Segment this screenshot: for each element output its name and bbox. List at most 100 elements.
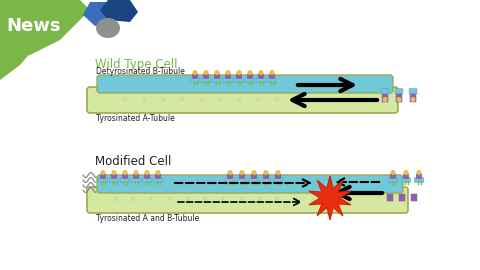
Text: ×: × <box>274 195 280 204</box>
Circle shape <box>145 171 149 174</box>
Text: ×: × <box>346 195 352 204</box>
FancyBboxPatch shape <box>409 89 417 94</box>
FancyBboxPatch shape <box>274 177 283 183</box>
Text: ×: × <box>202 195 208 204</box>
FancyBboxPatch shape <box>132 177 141 183</box>
FancyBboxPatch shape <box>247 74 253 79</box>
FancyBboxPatch shape <box>111 174 117 179</box>
Text: ×: × <box>292 195 298 204</box>
FancyBboxPatch shape <box>227 174 233 179</box>
FancyBboxPatch shape <box>203 74 209 79</box>
FancyBboxPatch shape <box>133 174 139 179</box>
Text: Modified Cell: Modified Cell <box>95 155 171 168</box>
Text: ×: × <box>256 195 262 204</box>
FancyBboxPatch shape <box>87 187 408 213</box>
FancyBboxPatch shape <box>143 177 152 183</box>
Circle shape <box>270 71 274 74</box>
Text: ×: × <box>198 96 204 104</box>
FancyBboxPatch shape <box>256 77 265 83</box>
Text: ×: × <box>166 195 172 204</box>
Text: ×: × <box>328 195 334 204</box>
Text: ×: × <box>217 96 223 104</box>
Circle shape <box>417 171 421 174</box>
FancyBboxPatch shape <box>411 194 417 201</box>
FancyBboxPatch shape <box>410 94 416 98</box>
FancyBboxPatch shape <box>235 77 243 83</box>
Text: ×: × <box>148 195 154 204</box>
Text: ×: × <box>122 96 128 104</box>
FancyBboxPatch shape <box>396 94 402 98</box>
FancyBboxPatch shape <box>120 177 130 183</box>
Text: ×: × <box>238 195 244 204</box>
FancyBboxPatch shape <box>275 174 281 179</box>
Text: Tyrosinated A and B-Tubule: Tyrosinated A and B-Tubule <box>96 214 199 223</box>
FancyBboxPatch shape <box>239 174 245 179</box>
Text: ×: × <box>130 195 136 204</box>
Text: News: News <box>7 17 61 35</box>
Circle shape <box>276 171 280 174</box>
FancyBboxPatch shape <box>224 77 232 83</box>
Circle shape <box>193 71 197 74</box>
FancyBboxPatch shape <box>109 177 119 183</box>
FancyBboxPatch shape <box>97 175 403 193</box>
Circle shape <box>404 171 408 174</box>
Text: Wild Type Cell: Wild Type Cell <box>95 58 178 71</box>
FancyBboxPatch shape <box>251 174 257 179</box>
Polygon shape <box>0 0 90 60</box>
FancyBboxPatch shape <box>250 177 259 183</box>
Polygon shape <box>83 2 120 26</box>
FancyBboxPatch shape <box>245 77 254 83</box>
FancyBboxPatch shape <box>226 177 235 183</box>
Circle shape <box>215 71 219 74</box>
Circle shape <box>264 171 268 174</box>
Circle shape <box>397 98 401 101</box>
Circle shape <box>240 171 244 174</box>
FancyBboxPatch shape <box>87 87 398 113</box>
FancyBboxPatch shape <box>395 89 403 94</box>
FancyBboxPatch shape <box>98 177 108 183</box>
Circle shape <box>228 171 232 174</box>
Text: ×: × <box>331 96 337 104</box>
FancyBboxPatch shape <box>155 174 161 179</box>
FancyBboxPatch shape <box>262 177 271 183</box>
Circle shape <box>259 71 263 74</box>
Text: Tyrosinated A-Tubule: Tyrosinated A-Tubule <box>96 114 175 123</box>
Text: ×: × <box>312 96 318 104</box>
FancyBboxPatch shape <box>238 177 247 183</box>
Text: ×: × <box>274 96 280 104</box>
Text: ×: × <box>293 96 299 104</box>
Circle shape <box>391 171 395 174</box>
FancyBboxPatch shape <box>415 177 423 183</box>
FancyBboxPatch shape <box>387 194 393 201</box>
Circle shape <box>237 71 241 74</box>
FancyBboxPatch shape <box>191 77 200 83</box>
FancyBboxPatch shape <box>410 96 416 102</box>
FancyBboxPatch shape <box>403 174 409 179</box>
FancyBboxPatch shape <box>390 174 396 179</box>
Text: Detyrosinated B-Tubule: Detyrosinated B-Tubule <box>96 67 185 76</box>
FancyBboxPatch shape <box>399 194 405 201</box>
Text: ×: × <box>220 195 226 204</box>
FancyBboxPatch shape <box>144 174 150 179</box>
FancyBboxPatch shape <box>388 177 397 183</box>
FancyBboxPatch shape <box>213 77 221 83</box>
FancyBboxPatch shape <box>396 96 402 102</box>
Circle shape <box>134 171 138 174</box>
FancyBboxPatch shape <box>225 74 231 79</box>
FancyBboxPatch shape <box>258 74 264 79</box>
Circle shape <box>383 98 387 101</box>
FancyBboxPatch shape <box>263 174 269 179</box>
Text: ×: × <box>369 96 375 104</box>
Circle shape <box>204 71 208 74</box>
FancyBboxPatch shape <box>97 75 393 93</box>
Text: ×: × <box>160 96 166 104</box>
FancyBboxPatch shape <box>192 74 198 79</box>
Polygon shape <box>0 30 50 80</box>
Text: ×: × <box>236 96 242 104</box>
FancyBboxPatch shape <box>381 89 389 94</box>
FancyBboxPatch shape <box>382 96 388 102</box>
Text: ×: × <box>141 96 147 104</box>
FancyBboxPatch shape <box>236 74 242 79</box>
FancyBboxPatch shape <box>154 177 163 183</box>
FancyBboxPatch shape <box>202 77 211 83</box>
